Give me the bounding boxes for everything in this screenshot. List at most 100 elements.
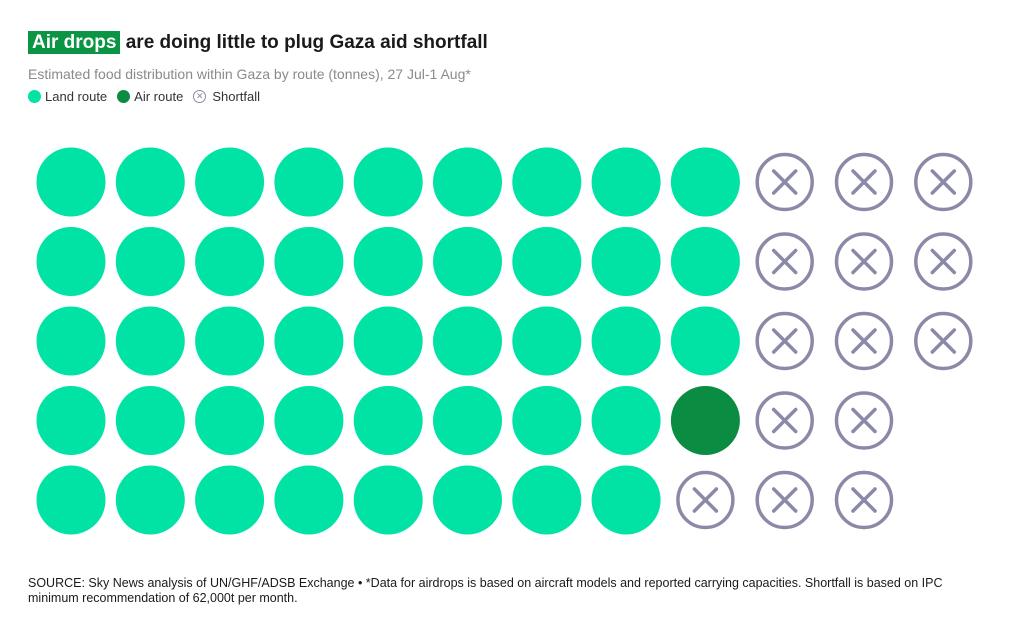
land-dot bbox=[274, 386, 344, 455]
waffle-cell-land bbox=[433, 227, 502, 296]
land-dot bbox=[195, 306, 265, 376]
waffle-cell-shortfall bbox=[834, 152, 894, 212]
waffle-cell-land bbox=[591, 227, 661, 296]
land-dot bbox=[591, 227, 661, 296]
waffle-cell-land bbox=[670, 306, 740, 376]
waffle-cell-land bbox=[670, 227, 740, 296]
waffle-cell-air bbox=[670, 386, 740, 455]
land-dot bbox=[591, 147, 661, 217]
legend-swatch-shortfall-icon: ✕ bbox=[193, 90, 207, 103]
legend-swatch-air bbox=[117, 90, 131, 103]
legend-item-land: Land route bbox=[28, 89, 107, 104]
land-dot bbox=[36, 386, 106, 455]
land-dot bbox=[195, 147, 265, 217]
shortfall-ring bbox=[676, 470, 735, 530]
waffle-cell-land bbox=[512, 147, 582, 217]
close-icon-stroke bbox=[771, 407, 798, 434]
land-dot bbox=[591, 306, 661, 376]
land-dot bbox=[274, 465, 344, 535]
legend-label-land: Land route bbox=[45, 89, 108, 104]
waffle-cell-shortfall bbox=[834, 232, 894, 291]
waffle-cell-land bbox=[115, 306, 185, 376]
waffle-cell-land bbox=[274, 227, 344, 296]
waffle-cell-land bbox=[433, 147, 502, 217]
land-dot bbox=[512, 306, 582, 376]
waffle-cell-shortfall bbox=[676, 470, 735, 530]
waffle-cell-land bbox=[115, 227, 185, 296]
waffle-cell-land bbox=[591, 306, 661, 376]
waffle-cell-shortfall bbox=[755, 311, 814, 371]
title-rest: are doing little to plug Gaza aid shortf… bbox=[120, 32, 488, 53]
waffle-cell-land bbox=[36, 386, 106, 455]
land-dot bbox=[433, 465, 502, 535]
close-icon-stroke bbox=[771, 487, 798, 513]
close-icon-stroke bbox=[930, 169, 957, 195]
close-icon-stroke bbox=[771, 169, 798, 195]
land-dot bbox=[353, 147, 423, 217]
waffle-cell-shortfall bbox=[834, 311, 894, 371]
waffle-cell-land bbox=[195, 386, 265, 455]
land-dot bbox=[115, 386, 185, 455]
waffle-cell-land bbox=[195, 306, 265, 376]
land-dot bbox=[433, 147, 502, 217]
land-dot bbox=[274, 306, 344, 376]
waffle-cell-land bbox=[115, 147, 185, 217]
shortfall-ring bbox=[755, 311, 814, 371]
land-dot bbox=[36, 227, 106, 296]
close-icon-stroke bbox=[771, 328, 798, 354]
title-highlight: Air drops bbox=[28, 31, 121, 54]
close-icon-stroke bbox=[851, 407, 877, 434]
land-dot bbox=[512, 147, 582, 217]
waffle-cell-land bbox=[433, 306, 502, 376]
close-icon-stroke bbox=[930, 248, 957, 275]
land-dot bbox=[115, 147, 185, 217]
shortfall-ring bbox=[755, 391, 814, 450]
waffle-cell-land bbox=[353, 227, 423, 296]
land-dot bbox=[512, 386, 582, 455]
chart-subtitle: Estimated food distribution within Gaza … bbox=[28, 66, 471, 82]
land-dot bbox=[353, 227, 423, 296]
land-dot bbox=[353, 465, 423, 535]
land-dot bbox=[115, 465, 185, 535]
waffle-cell-land bbox=[512, 306, 582, 376]
air-dot bbox=[670, 386, 740, 455]
land-dot bbox=[512, 465, 582, 535]
waffle-cell-land bbox=[591, 147, 661, 217]
shortfall-ring bbox=[834, 391, 894, 450]
waffle-cell-land bbox=[353, 465, 423, 535]
land-dot bbox=[36, 465, 106, 535]
legend-label-air: Air route bbox=[134, 89, 184, 104]
land-dot bbox=[670, 306, 740, 376]
waffle-cell-land bbox=[353, 386, 423, 455]
land-dot bbox=[670, 227, 740, 296]
waffle-cell-shortfall bbox=[755, 470, 814, 530]
land-dot bbox=[353, 306, 423, 376]
waffle-cell-land bbox=[195, 147, 265, 217]
waffle-cell-land bbox=[353, 147, 423, 217]
land-dot bbox=[274, 227, 344, 296]
land-dot bbox=[353, 386, 423, 455]
waffle-cell-shortfall bbox=[834, 470, 894, 530]
legend: Land route Air route ✕ Shortfall bbox=[28, 89, 270, 104]
shortfall-ring bbox=[834, 152, 894, 212]
waffle-cell-land bbox=[36, 227, 106, 296]
land-dot bbox=[591, 386, 661, 455]
close-icon-stroke bbox=[771, 248, 798, 275]
waffle-cell-land bbox=[195, 465, 265, 535]
close-icon-stroke bbox=[930, 328, 957, 354]
close-icon-stroke bbox=[851, 328, 877, 354]
shortfall-ring bbox=[755, 232, 814, 291]
waffle-cell-shortfall bbox=[755, 391, 814, 450]
legend-item-shortfall: ✕ Shortfall bbox=[193, 89, 260, 104]
waffle-cell-shortfall bbox=[834, 391, 894, 450]
shortfall-ring bbox=[755, 470, 814, 530]
waffle-cell-land bbox=[115, 386, 185, 455]
waffle-cell-shortfall bbox=[914, 232, 973, 291]
close-icon-stroke bbox=[851, 487, 877, 513]
shortfall-ring bbox=[755, 152, 814, 212]
land-dot bbox=[195, 227, 265, 296]
land-dot bbox=[433, 227, 502, 296]
legend-item-air: Air route bbox=[117, 89, 183, 104]
waffle-cell-shortfall bbox=[755, 152, 814, 212]
